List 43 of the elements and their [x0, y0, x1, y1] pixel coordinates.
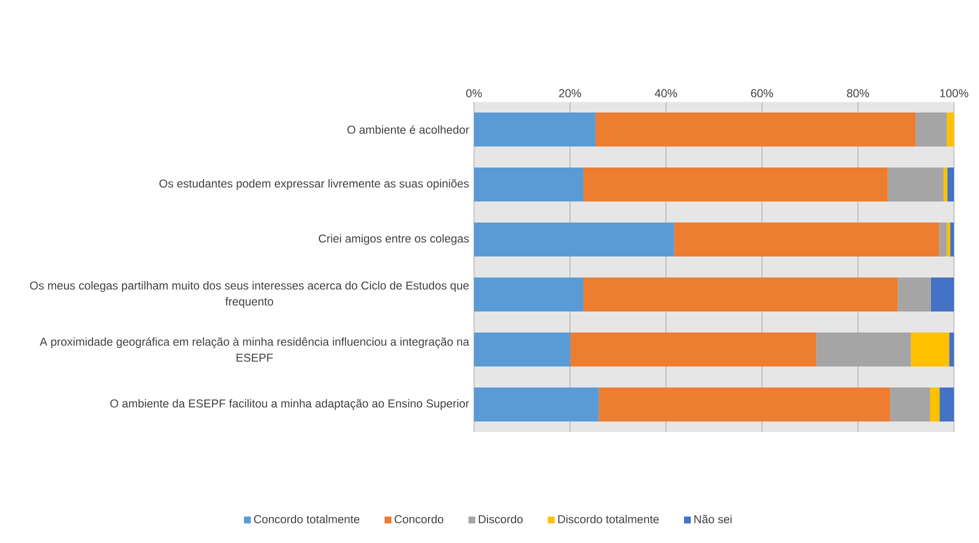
bar [946, 112, 954, 147]
bar [474, 222, 674, 256]
bar [583, 168, 888, 202]
x-tick-label: 60% [751, 89, 774, 98]
bar [940, 387, 954, 422]
bar [898, 277, 931, 312]
y-tick-label: O ambiente é acolhedor [347, 125, 470, 134]
bar [816, 332, 911, 366]
bar [474, 332, 570, 366]
bar [930, 277, 954, 312]
y-tick-label: O ambiente da ESEPF facilitou a minha adaptação ao Ensino Superior [110, 399, 470, 410]
x-tick-label: 40% [654, 89, 678, 98]
y-tick-label: Os estudantes podem expressar livremente as suas opiniões [159, 179, 469, 190]
y-tick-label: Criei amigos entre os colegas [318, 234, 469, 245]
legend-label: Discordo totalmente [558, 514, 659, 524]
bar [888, 168, 944, 202]
bar [570, 332, 816, 366]
bar [474, 168, 584, 202]
bar [583, 277, 898, 312]
bar [674, 222, 940, 256]
x-tick-label: 80% [847, 89, 870, 98]
bar [939, 222, 947, 256]
bar [474, 112, 596, 147]
x-tick-label: 100% [940, 89, 968, 98]
y-tick-label: Os meus colegas partilham muito dos seus interesses acerca do Ciclo de Estudos que frequento [30, 281, 469, 308]
bar [943, 168, 948, 202]
bar [474, 277, 584, 312]
bar [595, 112, 916, 147]
bar [474, 387, 599, 422]
bar [910, 332, 950, 366]
legend-label: Discordo [478, 514, 523, 524]
bar [916, 112, 947, 147]
legend-label: Não sei [694, 514, 732, 524]
legend-label: Concordo totalmente [254, 514, 360, 524]
bar [930, 387, 940, 422]
bar [598, 387, 890, 422]
bar [949, 332, 954, 366]
legend-label: Concordo [394, 514, 444, 524]
y-tick-label: A proximidade geográfica em relação à minha residência influenciou a integração na ESEPF [40, 337, 470, 362]
x-tick-label: 20% [559, 89, 582, 98]
x-tick-label: 0% [466, 89, 482, 98]
bar [950, 222, 954, 256]
bar [890, 387, 930, 422]
